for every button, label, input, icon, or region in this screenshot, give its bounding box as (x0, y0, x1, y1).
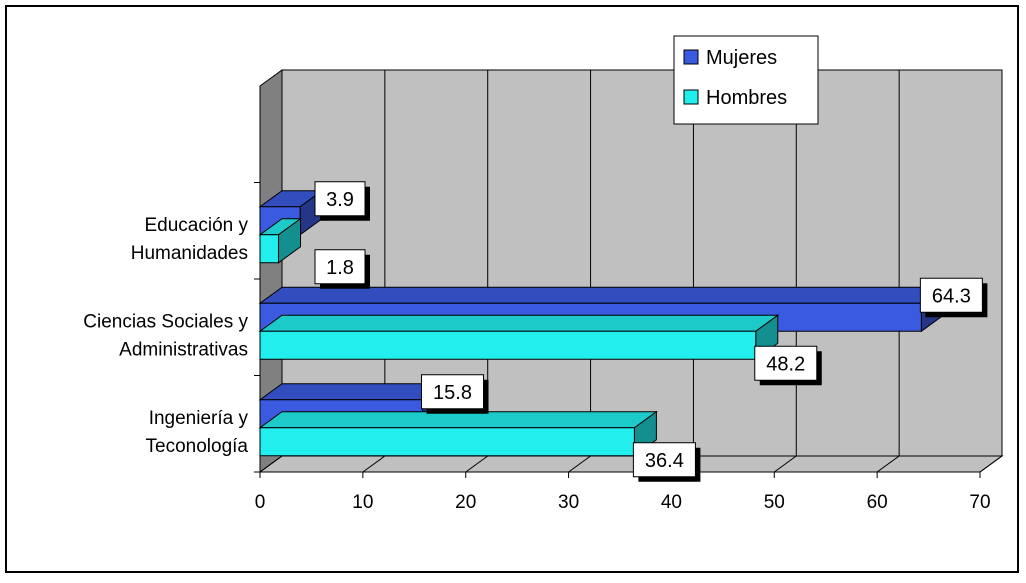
svg-text:48.2: 48.2 (766, 353, 805, 375)
data-label-hombres: 1.8 (314, 249, 370, 289)
data-label-hombres: 36.4 (632, 442, 701, 482)
legend-label: Mujeres (706, 47, 777, 69)
category-label: Teconología (146, 436, 249, 457)
category-label: Educación y (144, 215, 248, 236)
floor-gridline (465, 455, 489, 473)
category-label: Humanidades (131, 243, 248, 264)
legend: Mujeres Hombres (673, 35, 819, 125)
svg-text:64.3: 64.3 (932, 285, 971, 307)
bar-hombres (258, 314, 780, 361)
svg-text:3.9: 3.9 (326, 189, 354, 211)
svg-text:15.8: 15.8 (433, 382, 472, 404)
floor (258, 455, 1004, 473)
category-label: Ingeniería y (149, 408, 249, 429)
floor-gridline (773, 455, 797, 473)
category-labels-group: Educación y Humanidades Ciencias Sociales … (83, 215, 248, 457)
x-tick-label: 70 (969, 492, 990, 513)
x-tick-label: 0 (255, 492, 266, 513)
legend-label: Hombres (706, 87, 787, 109)
floor-gridline (876, 455, 900, 473)
floor-gridline (362, 455, 386, 473)
legend-swatch (683, 89, 699, 105)
floor-gridline (979, 455, 1003, 473)
x-tick-label: 60 (867, 492, 888, 513)
category-label: Administrativas (119, 339, 248, 360)
floor-gridline (568, 455, 591, 473)
data-labels-group: 3.9 1.8 64.3 48.2 15.8 36.4 (314, 181, 988, 482)
category-label: Ciencias Sociales y (83, 311, 248, 332)
x-tick-label: 50 (764, 492, 785, 513)
data-label-mujeres: 15.8 (421, 374, 489, 414)
bar-hombres (258, 410, 658, 457)
svg-text:36.4: 36.4 (645, 450, 684, 472)
x-tick-labels-group: 0 10 20 30 40 50 60 70 (255, 492, 991, 513)
data-label-mujeres: 64.3 (919, 277, 988, 318)
svg-text:1.8: 1.8 (326, 257, 354, 279)
data-label-hombres: 48.2 (754, 345, 822, 386)
x-tick-label: 10 (352, 492, 373, 513)
x-tick-label: 30 (558, 492, 579, 513)
bar-hombres (258, 217, 303, 264)
data-label-mujeres: 3.9 (314, 181, 370, 221)
floor-gridline (259, 455, 283, 473)
x-tick-label: 20 (455, 492, 476, 513)
legend-swatch (683, 49, 699, 65)
x-tick-label: 40 (661, 492, 682, 513)
